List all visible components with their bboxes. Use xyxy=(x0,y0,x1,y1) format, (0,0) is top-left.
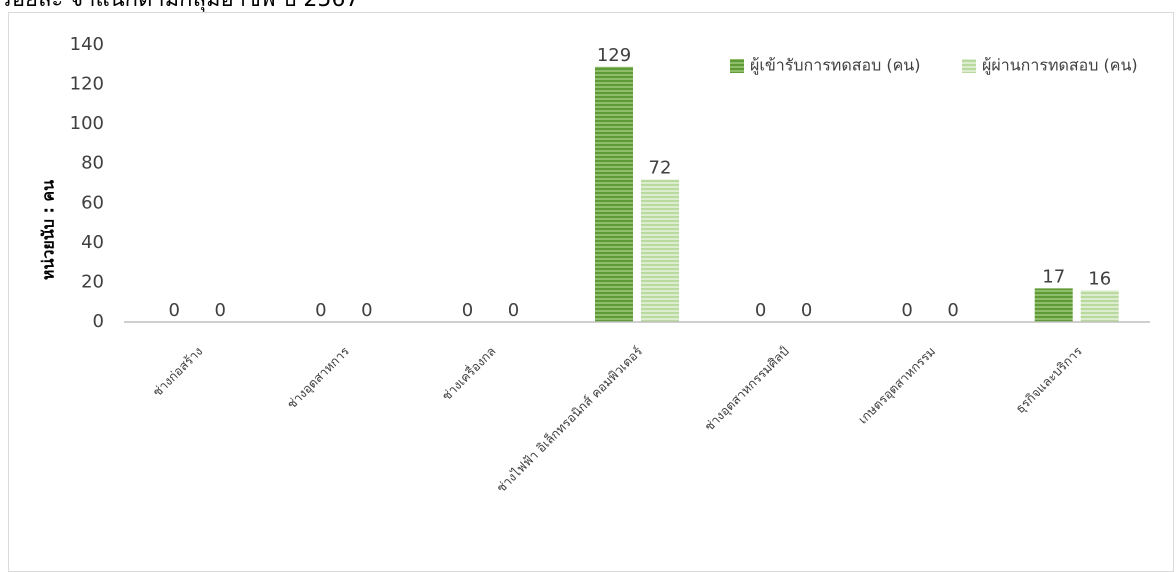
bar-examinees xyxy=(595,66,633,322)
legend-label: ผู้ผ่านการทดสอบ (คน) xyxy=(982,56,1138,76)
x-category-label: เกษตรอุตสาหกรรม xyxy=(855,344,939,428)
legend-swatch xyxy=(962,59,976,73)
data-label: 129 xyxy=(597,45,631,66)
data-label: 72 xyxy=(649,158,672,179)
legend-swatch xyxy=(730,59,744,73)
data-label: 16 xyxy=(1088,268,1111,289)
x-category-label: ช่างอุตสาหกรรมศิลป์ xyxy=(701,343,792,434)
data-label: 17 xyxy=(1042,266,1065,287)
data-label: 0 xyxy=(801,300,812,321)
y-axis-title: หน่วยนับ : คน xyxy=(39,180,58,280)
legend-label: ผู้เข้ารับการทดสอบ (คน) xyxy=(750,56,920,76)
data-label: 0 xyxy=(901,300,912,321)
chart-frame xyxy=(8,12,1174,572)
y-tick-label: 60 xyxy=(81,192,104,213)
x-category-label: ช่างก่อสร้าง xyxy=(149,344,205,400)
y-tick-label: 120 xyxy=(70,74,104,95)
x-category-label: ธุรกิจและบริการ xyxy=(1012,343,1085,416)
data-label: 0 xyxy=(215,300,226,321)
y-tick-label: 20 xyxy=(81,271,104,292)
y-tick-label: 80 xyxy=(81,153,104,174)
y-tick-label: 0 xyxy=(93,311,104,332)
x-category-label: ช่างเครื่องกล xyxy=(438,343,499,404)
y-tick-label: 40 xyxy=(81,232,104,253)
page-title: ร้อยละ จำแนกตามกลุ่มอาชีพ ปี 2567 xyxy=(0,0,359,13)
y-tick-label: 140 xyxy=(70,34,104,55)
data-label: 0 xyxy=(169,300,180,321)
data-label: 0 xyxy=(315,300,326,321)
data-label: 0 xyxy=(755,300,766,321)
y-tick-label: 100 xyxy=(70,113,104,134)
x-category-label: ช่างอุตสาหการ xyxy=(284,343,353,412)
bar-passed xyxy=(1080,290,1119,322)
bar-chart: หน่วยนับ : คน 0 20 40 60 80 100 120 140 0 0 0 0 0 0 1… xyxy=(39,34,1150,495)
bar-passed xyxy=(641,179,679,322)
bar-examinees xyxy=(1034,288,1073,322)
data-label: 0 xyxy=(361,300,372,321)
data-label: 0 xyxy=(947,300,958,321)
legend: ผู้เข้ารับการทดสอบ (คน) ผู้ผ่านการทดสอบ (… xyxy=(730,56,1138,76)
x-category-label: ช่างไฟฟ้า อิเล็กทรอนิกส์ คอมพิวเตอร์ xyxy=(493,343,645,495)
data-label: 0 xyxy=(462,300,473,321)
data-label: 0 xyxy=(508,300,519,321)
